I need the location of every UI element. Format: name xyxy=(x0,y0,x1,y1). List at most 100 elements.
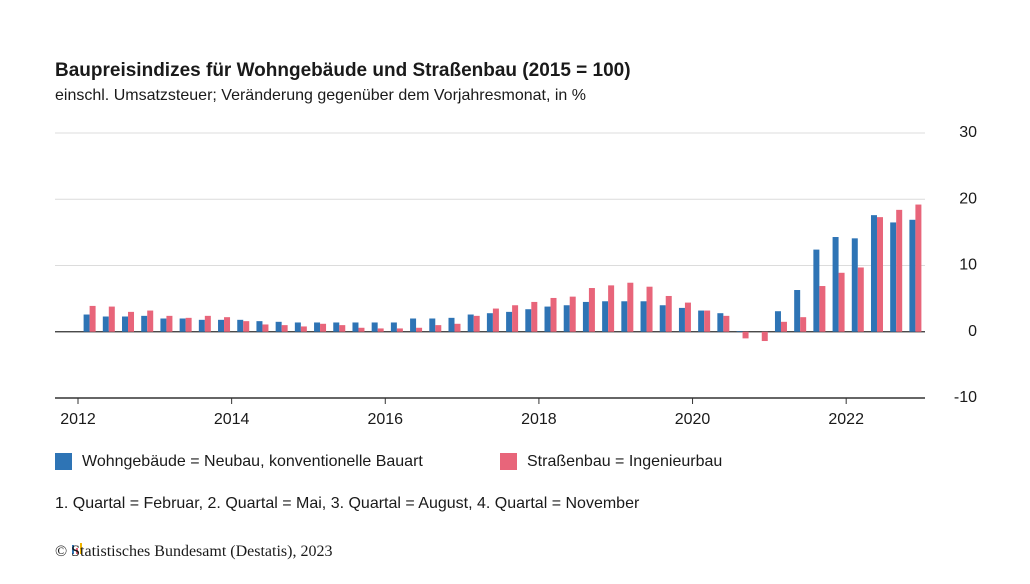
bar xyxy=(876,217,883,332)
bar xyxy=(684,302,691,332)
bar xyxy=(582,301,589,332)
bar xyxy=(377,328,384,332)
bar xyxy=(723,315,730,332)
bar xyxy=(83,314,90,332)
bar xyxy=(262,324,269,332)
bar xyxy=(851,238,858,332)
bar xyxy=(128,311,135,332)
bar xyxy=(800,317,807,332)
bar xyxy=(352,322,359,332)
bar xyxy=(390,322,397,332)
bar xyxy=(665,295,672,332)
bar xyxy=(896,209,903,332)
bar xyxy=(704,310,711,332)
bar xyxy=(890,222,897,332)
bar xyxy=(89,305,96,332)
bar xyxy=(780,321,787,332)
y-tick-label: 20 xyxy=(959,190,977,207)
bar xyxy=(870,215,877,332)
bar xyxy=(531,301,538,332)
bar xyxy=(640,301,647,332)
bar xyxy=(243,321,250,332)
legend-swatch xyxy=(55,453,72,470)
bar xyxy=(742,331,749,339)
bar xyxy=(224,317,231,332)
x-tick-label: 2020 xyxy=(675,411,711,428)
bar xyxy=(198,319,205,332)
bar xyxy=(179,318,186,332)
bar xyxy=(774,311,781,332)
bar xyxy=(486,313,493,332)
bar xyxy=(275,321,282,332)
bar xyxy=(429,318,436,332)
legend-swatch xyxy=(500,453,517,470)
bar xyxy=(525,309,532,332)
bar xyxy=(141,315,148,332)
bar xyxy=(218,319,225,332)
bar xyxy=(410,318,417,332)
bar xyxy=(832,237,839,332)
bar xyxy=(160,318,167,332)
bar xyxy=(736,331,743,332)
bar xyxy=(102,316,109,332)
legend-label: Straßenbau = Ingenieurbau xyxy=(527,453,722,470)
bar xyxy=(563,305,570,332)
bar xyxy=(915,204,922,332)
y-tick-label: 30 xyxy=(959,124,977,141)
bar xyxy=(185,317,192,332)
bar xyxy=(320,323,327,332)
bar xyxy=(396,328,403,332)
bar xyxy=(122,316,129,332)
note: 1. Quartal = Februar, 2. Quartal = Mai, … xyxy=(55,495,640,512)
y-tick-label: 10 xyxy=(959,257,977,274)
bar xyxy=(659,305,666,332)
bar xyxy=(492,308,499,332)
bar xyxy=(909,219,916,332)
bar xyxy=(237,319,244,332)
bar xyxy=(166,315,173,332)
bar xyxy=(761,331,768,342)
bar xyxy=(448,317,455,332)
bar xyxy=(794,290,801,332)
bar xyxy=(621,301,628,332)
bar xyxy=(108,306,115,332)
bar xyxy=(467,314,474,332)
bar xyxy=(435,325,442,332)
bar xyxy=(608,285,615,332)
bar xyxy=(857,267,864,332)
bar xyxy=(544,306,551,332)
chart-title: Baupreisindizes für Wohngebäude und Stra… xyxy=(55,60,631,81)
bar xyxy=(371,322,378,332)
y-tick-label: 0 xyxy=(968,323,977,340)
bar xyxy=(204,315,211,332)
bar xyxy=(339,325,346,332)
bar xyxy=(314,322,321,332)
bar xyxy=(646,286,653,332)
legend-label: Wohngebäude = Neubau, konventionelle Bau… xyxy=(82,453,423,470)
bar xyxy=(602,301,609,332)
bar xyxy=(454,323,461,332)
bar xyxy=(281,325,288,332)
bar xyxy=(294,322,301,332)
bar xyxy=(416,327,423,332)
x-tick-label: 2018 xyxy=(521,411,557,428)
x-tick-label: 2014 xyxy=(214,411,250,428)
bar xyxy=(678,307,685,332)
bar xyxy=(300,326,307,332)
bar xyxy=(333,322,340,332)
bar xyxy=(147,310,154,332)
y-tick-label: -10 xyxy=(954,389,977,406)
bar xyxy=(473,315,480,332)
bar xyxy=(838,272,845,332)
bar xyxy=(627,282,634,332)
x-tick-label: 2016 xyxy=(367,411,403,428)
bar xyxy=(569,296,576,332)
bar xyxy=(512,305,519,332)
bar xyxy=(819,286,826,332)
bar xyxy=(256,321,263,332)
source: © Statistisches Bundesamt (Destatis), 20… xyxy=(55,543,332,560)
source-icon xyxy=(72,543,82,554)
bar xyxy=(550,297,557,332)
x-tick-label: 2012 xyxy=(60,411,96,428)
